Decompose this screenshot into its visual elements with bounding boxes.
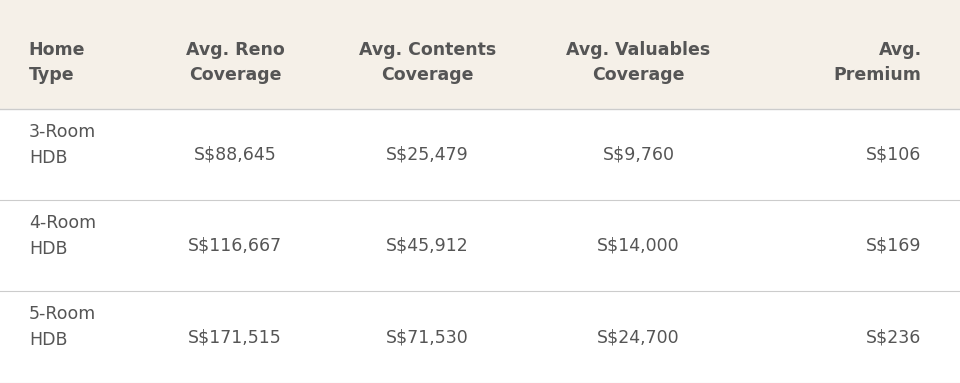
Bar bbox=[0, 15, 960, 109]
Text: S$24,700: S$24,700 bbox=[597, 328, 680, 346]
Text: Avg.
Premium: Avg. Premium bbox=[833, 41, 922, 84]
Text: S$88,645: S$88,645 bbox=[194, 146, 276, 164]
Text: S$116,667: S$116,667 bbox=[188, 237, 282, 255]
Bar bbox=[0, 109, 960, 200]
Text: Home
Type: Home Type bbox=[29, 41, 85, 84]
Bar bbox=[0, 200, 960, 291]
Text: S$106: S$106 bbox=[866, 146, 922, 164]
Text: S$9,760: S$9,760 bbox=[603, 146, 675, 164]
Text: S$45,912: S$45,912 bbox=[386, 237, 468, 255]
Text: S$171,515: S$171,515 bbox=[188, 328, 282, 346]
Text: S$14,000: S$14,000 bbox=[597, 237, 680, 255]
Text: Avg. Valuables
Coverage: Avg. Valuables Coverage bbox=[566, 41, 710, 84]
Text: 4-Room
HDB: 4-Room HDB bbox=[29, 214, 96, 258]
Text: S$169: S$169 bbox=[866, 237, 922, 255]
Text: S$25,479: S$25,479 bbox=[386, 146, 468, 164]
Bar bbox=[0, 291, 960, 383]
Text: Avg. Contents
Coverage: Avg. Contents Coverage bbox=[359, 41, 495, 84]
Text: S$71,530: S$71,530 bbox=[386, 328, 468, 346]
Text: S$236: S$236 bbox=[866, 328, 922, 346]
Text: 3-Room
HDB: 3-Room HDB bbox=[29, 123, 96, 167]
Text: 5-Room
HDB: 5-Room HDB bbox=[29, 305, 96, 349]
Text: Avg. Reno
Coverage: Avg. Reno Coverage bbox=[186, 41, 284, 84]
